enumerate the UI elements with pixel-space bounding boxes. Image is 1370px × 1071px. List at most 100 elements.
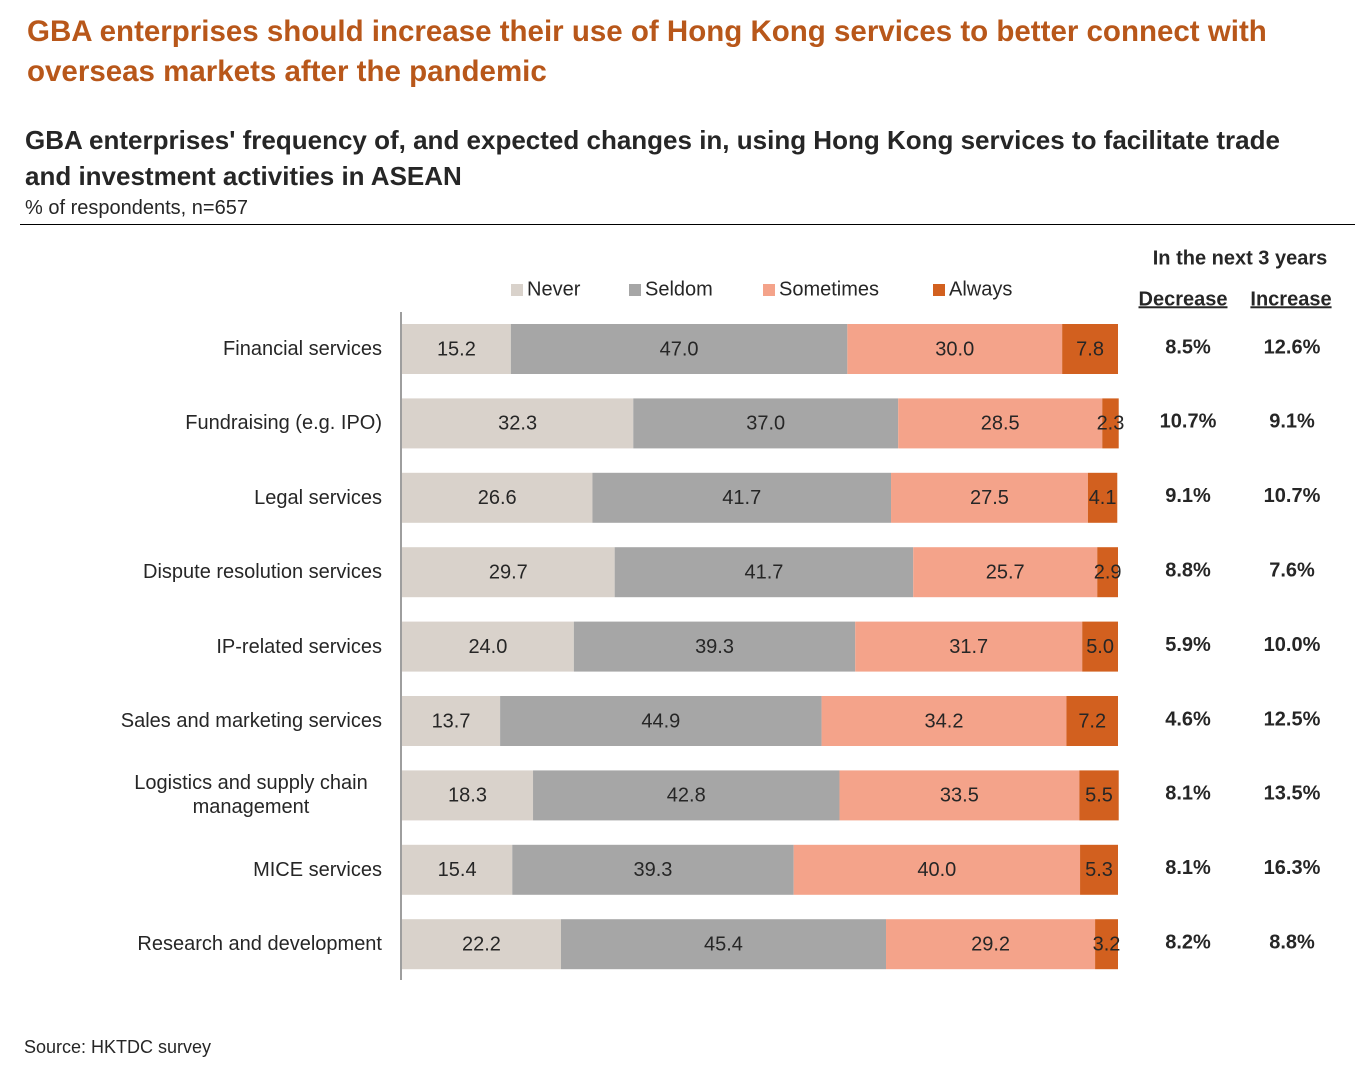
data-label: 32.3 <box>498 413 537 435</box>
table-column-header: Decrease <box>1139 288 1228 310</box>
data-label: 15.2 <box>437 338 476 360</box>
bar-segment <box>821 696 1067 746</box>
table-cell: 9.1% <box>1269 411 1315 433</box>
table-cell: 5.9% <box>1165 634 1211 656</box>
table-cell: 10.7% <box>1264 485 1321 507</box>
data-label: 41.7 <box>722 487 761 509</box>
bar-segment <box>1087 472 1118 523</box>
bar-segment <box>886 919 1096 970</box>
table-cell: 10.0% <box>1264 634 1321 656</box>
source-note: Source: HKTDC survey <box>24 1037 212 1057</box>
data-label: 37.0 <box>746 413 785 435</box>
bar-segment <box>1080 844 1118 895</box>
bar-segment <box>402 621 574 672</box>
bar-segment <box>1062 324 1118 374</box>
legend-swatch <box>933 284 945 296</box>
data-label: 2.9 <box>1094 561 1122 583</box>
data-label: 13.7 <box>432 710 471 732</box>
bar-segment <box>402 696 501 746</box>
data-label: 18.3 <box>448 785 487 807</box>
table-title: In the next 3 years <box>1153 247 1328 269</box>
headline: GBA enterprises should increase their us… <box>27 15 1267 88</box>
bar-segment <box>1097 547 1118 598</box>
table-cell: 7.6% <box>1269 559 1315 581</box>
bar-segment <box>898 398 1103 449</box>
table-cell: 16.3% <box>1264 857 1321 879</box>
category-label: MICE services <box>253 858 382 881</box>
data-label: 28.5 <box>981 413 1020 435</box>
data-label: 7.8 <box>1076 338 1104 360</box>
table-cell: 8.2% <box>1165 931 1211 953</box>
legend-label: Seldom <box>645 278 713 300</box>
data-label: 30.0 <box>935 338 974 360</box>
data-label: 5.0 <box>1086 636 1114 658</box>
bar-segment <box>1066 696 1118 746</box>
data-label: 5.3 <box>1085 859 1113 881</box>
table-cell: 8.8% <box>1165 559 1211 581</box>
table-cell: 8.1% <box>1165 783 1211 805</box>
data-label: 29.7 <box>489 561 528 583</box>
data-label: 31.7 <box>949 636 988 658</box>
data-label: 33.5 <box>940 785 979 807</box>
data-label: 41.7 <box>744 561 783 583</box>
bar-segment <box>1079 770 1119 821</box>
data-label: 27.5 <box>970 487 1009 509</box>
bar-segment <box>500 696 822 746</box>
bar-segment <box>1102 398 1119 449</box>
table-cell: 12.6% <box>1264 336 1321 358</box>
data-label: 24.0 <box>468 636 507 658</box>
data-label: 44.9 <box>641 710 680 732</box>
data-label: 39.3 <box>695 636 734 658</box>
data-label: 25.7 <box>986 561 1025 583</box>
bar-segment <box>855 621 1083 672</box>
bar-segment <box>402 398 634 449</box>
bar-segment <box>510 324 848 374</box>
chart-subtitle: GBA enterprises' frequency of, and expec… <box>25 125 1280 191</box>
data-label: 29.2 <box>971 933 1010 955</box>
category-label: Fundraising (e.g. IPO) <box>185 412 382 435</box>
category-label: Research and development <box>137 933 382 956</box>
data-label: 47.0 <box>660 338 699 360</box>
table-cell: 9.1% <box>1165 485 1211 507</box>
data-label: 26.6 <box>478 487 517 509</box>
data-label: 3.2 <box>1093 933 1121 955</box>
unit-note: % of respondents, n=657 <box>25 197 248 219</box>
legend-swatch <box>763 284 775 296</box>
data-label: 22.2 <box>462 933 501 955</box>
divider <box>20 224 1355 225</box>
category-label: Legal services <box>254 486 382 509</box>
data-label: 7.2 <box>1078 710 1106 732</box>
data-label: 40.0 <box>917 859 956 881</box>
bar-segment <box>913 547 1098 598</box>
bar-segment <box>839 770 1080 821</box>
bar-segment <box>560 919 887 970</box>
bar-segment <box>402 547 615 598</box>
data-label: 34.2 <box>925 710 964 732</box>
bar-segment <box>891 472 1088 523</box>
bar-segment <box>592 472 892 523</box>
bar-segment <box>402 770 534 821</box>
bar-segment <box>633 398 899 449</box>
bar-segment <box>402 919 561 970</box>
data-label: 42.8 <box>667 785 706 807</box>
category-label: Logistics and supply chain management <box>134 772 368 819</box>
legend-label: Never <box>527 278 581 300</box>
bar-segment <box>1095 919 1118 970</box>
bar-segment <box>402 324 511 374</box>
legend-label: Always <box>949 278 1012 300</box>
bar-segment <box>847 324 1063 374</box>
legend-label: Sometimes <box>779 278 879 300</box>
table-cell: 4.6% <box>1165 708 1211 730</box>
table-cell: 10.7% <box>1160 411 1217 433</box>
bar-segment <box>614 547 914 598</box>
legend-swatch <box>629 284 641 296</box>
category-label: IP-related services <box>216 635 382 658</box>
data-label: 5.5 <box>1085 785 1113 807</box>
data-label: 4.1 <box>1089 487 1117 509</box>
category-label: Dispute resolution services <box>143 561 382 584</box>
table-cell: 13.5% <box>1264 783 1321 805</box>
category-label: Financial services <box>223 338 382 360</box>
bar-segment <box>573 621 856 672</box>
bar-segment <box>793 844 1081 895</box>
